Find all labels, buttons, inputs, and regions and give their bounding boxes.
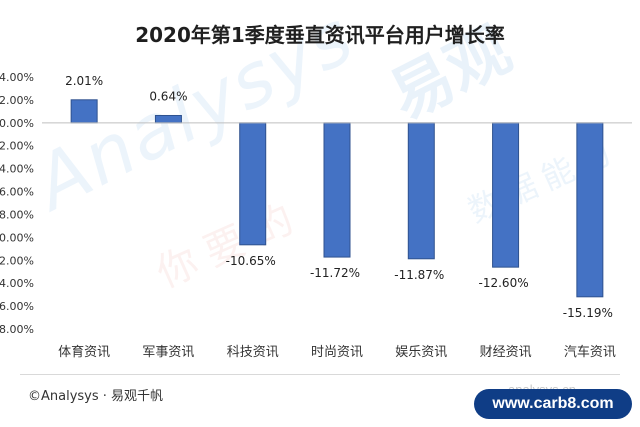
x-tick-label: 汽车资讯 <box>564 344 616 360</box>
bar <box>239 122 267 246</box>
site-badge[interactable]: www.carb8.com <box>474 389 632 419</box>
bar <box>70 99 98 124</box>
x-tick-label: 军事资讯 <box>142 345 194 360</box>
x-tick-label: 财经资讯 <box>480 345 532 360</box>
y-tick-label: -10.00% <box>0 231 34 244</box>
bar <box>576 122 604 298</box>
bar <box>323 122 351 258</box>
y-tick-label: -6.00% <box>0 186 34 199</box>
x-tick-label: 科技资讯 <box>227 345 279 360</box>
y-tick-label: 2.00% <box>0 94 34 107</box>
y-tick-label: -18.00% <box>0 323 34 336</box>
source-credit: ©Analysys · 易观千帆 <box>28 389 164 404</box>
data-label: -12.60% <box>479 276 529 290</box>
bar <box>492 122 520 268</box>
bar <box>407 122 435 260</box>
y-tick-label: -8.00% <box>0 208 34 221</box>
data-label: -15.19% <box>563 306 613 320</box>
footer-divider <box>20 374 620 375</box>
x-tick-label: 时尚资讯 <box>311 345 363 360</box>
bar-series <box>70 99 604 298</box>
y-tick-label: 0.00% <box>0 117 34 130</box>
data-label: -10.65% <box>226 254 276 268</box>
y-tick-label: -16.00% <box>0 300 34 313</box>
x-tick-label: 娱乐资讯 <box>395 345 447 360</box>
x-tick-label: 体育资讯 <box>58 344 110 360</box>
y-tick-label: -14.00% <box>0 277 34 290</box>
data-labels: 2.01% 0.64% -10.65% -11.72% -11.87% -12.60% -1… <box>65 74 613 320</box>
y-axis: 4.00% 2.00% 0.00% -2.00% -4.00% -6.00% -8.00% -… <box>0 71 34 336</box>
y-tick-label: -12.00% <box>0 254 34 267</box>
chart-title: 2020年第1季度垂直资讯平台用户增长率 <box>135 23 505 47</box>
bar <box>154 114 182 124</box>
data-label: -11.87% <box>394 268 444 282</box>
y-tick-label: -2.00% <box>0 140 34 153</box>
y-tick-label: 4.00% <box>0 71 34 84</box>
y-tick-label: -4.00% <box>0 163 34 176</box>
data-label: 2.01% <box>65 74 103 88</box>
data-label: -11.72% <box>310 266 360 280</box>
x-axis: 体育资讯 军事资讯 科技资讯 时尚资讯 娱乐资讯 财经资讯 汽车资讯 <box>58 344 616 360</box>
data-label: 0.64% <box>149 89 187 103</box>
